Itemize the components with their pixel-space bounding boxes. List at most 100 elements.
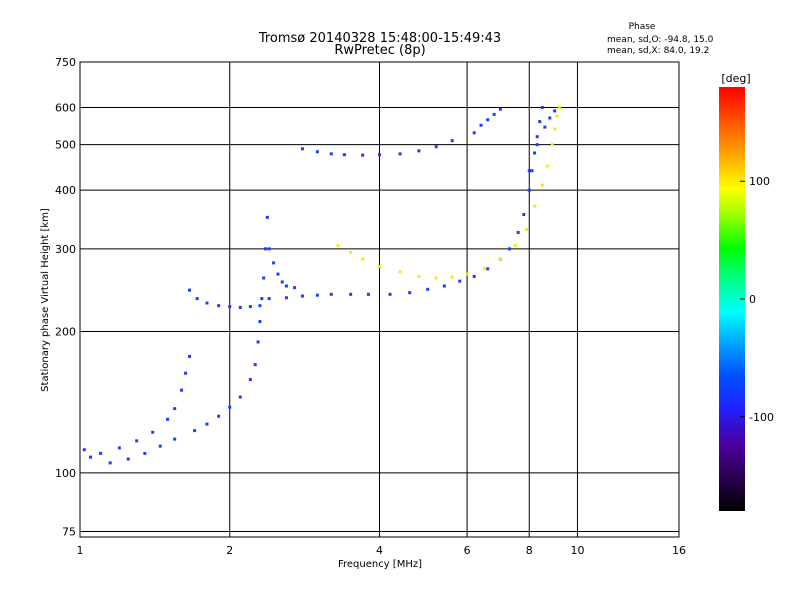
data-points xyxy=(82,105,561,465)
data-point-o-mode xyxy=(293,286,297,290)
data-point-o-mode xyxy=(315,150,319,154)
y-axis-ticks: 75 100 200 300 400 500 600 750 xyxy=(55,56,76,538)
data-point-o-mode xyxy=(472,131,476,135)
data-point-o-mode xyxy=(276,272,280,276)
x-tick-label: 1 xyxy=(77,544,84,557)
data-point-o-mode xyxy=(349,292,353,296)
data-point-o-mode xyxy=(442,284,446,288)
data-point-o-mode xyxy=(89,455,93,459)
data-point-o-mode xyxy=(329,152,333,156)
data-point-o-mode xyxy=(187,354,191,358)
data-point-o-mode xyxy=(228,305,232,309)
data-point-x-mode xyxy=(450,275,454,279)
data-point-o-mode xyxy=(265,215,269,219)
data-point-o-mode xyxy=(527,188,531,192)
data-point-o-mode xyxy=(173,437,177,441)
data-point-o-mode xyxy=(99,451,103,455)
data-point-x-mode xyxy=(336,243,340,247)
data-point-o-mode xyxy=(262,276,266,280)
data-point-o-mode xyxy=(527,169,531,173)
data-point-x-mode xyxy=(533,204,537,208)
data-point-o-mode xyxy=(342,153,346,157)
data-point-o-mode xyxy=(329,292,333,296)
data-point-o-mode xyxy=(267,247,271,251)
colorbar-tick-label: -100 xyxy=(749,411,774,424)
data-point-o-mode xyxy=(507,247,511,251)
colorbar-tick-label: 100 xyxy=(749,175,770,188)
data-point-o-mode xyxy=(256,340,260,344)
phase-stats: Phase mean, sd,O: -94.8, 15.0 mean, sd,X… xyxy=(607,22,714,56)
y-axis-label: Stationary phase Virtual Height [km] xyxy=(40,208,51,392)
y-tick-label: 600 xyxy=(55,101,76,114)
data-point-x-mode xyxy=(378,265,381,269)
phase-stats-o-line: mean, sd,O: -94.8, 15.0 xyxy=(607,35,714,45)
data-point-o-mode xyxy=(158,444,162,448)
data-point-o-mode xyxy=(361,153,365,157)
colorbar-label: [deg] xyxy=(721,72,750,85)
data-point-o-mode xyxy=(498,107,502,111)
x-tick-label: 4 xyxy=(376,544,383,557)
data-point-o-mode xyxy=(535,143,539,147)
data-point-o-mode xyxy=(486,267,490,271)
data-point-o-mode xyxy=(366,292,370,296)
data-point-o-mode xyxy=(205,301,209,305)
data-point-o-mode xyxy=(516,231,520,235)
data-point-o-mode xyxy=(193,429,197,433)
y-tick-label: 500 xyxy=(55,139,76,152)
data-point-o-mode xyxy=(180,388,184,392)
data-point-o-mode xyxy=(434,145,438,149)
data-point-o-mode xyxy=(388,292,392,296)
data-point-o-mode xyxy=(260,297,264,301)
y-tick-label: 200 xyxy=(55,326,76,339)
data-point-o-mode xyxy=(264,247,268,251)
data-point-o-mode xyxy=(135,439,139,443)
data-point-o-mode xyxy=(108,461,112,465)
data-point-x-mode xyxy=(482,267,486,271)
data-point-o-mode xyxy=(315,293,319,297)
data-point-o-mode xyxy=(426,287,430,291)
x-tick-label: 16 xyxy=(672,544,686,557)
data-point-o-mode xyxy=(82,448,86,452)
data-point-o-mode xyxy=(535,135,539,139)
y-tick-label: 300 xyxy=(55,243,76,256)
data-point-o-mode xyxy=(417,149,421,153)
data-point-o-mode xyxy=(258,320,262,324)
data-point-o-mode xyxy=(540,105,544,109)
data-point-o-mode xyxy=(187,288,191,292)
data-point-o-mode xyxy=(173,407,177,411)
data-point-o-mode xyxy=(553,109,557,113)
data-point-o-mode xyxy=(248,305,252,309)
data-point-o-mode xyxy=(117,446,121,450)
data-point-o-mode xyxy=(533,151,537,155)
x-axis-ticks: 1 2 4 6 8 10 16 xyxy=(77,544,687,557)
grid-lines xyxy=(79,61,680,537)
data-point-o-mode xyxy=(248,378,252,382)
data-point-x-mode xyxy=(553,127,557,131)
chart-subtitle: RwPretec (8p) xyxy=(334,43,425,58)
data-point-x-mode xyxy=(465,272,469,276)
data-point-o-mode xyxy=(300,147,304,151)
chart-title: Tromsø 20140328 15:48:00-15:49:43 xyxy=(258,31,501,46)
data-point-o-mode xyxy=(166,417,170,421)
data-point-x-mode xyxy=(434,276,438,280)
data-point-x-mode xyxy=(361,257,365,261)
data-point-o-mode xyxy=(238,395,242,399)
data-point-o-mode xyxy=(228,405,232,409)
data-point-o-mode xyxy=(530,169,534,173)
x-tick-label: 6 xyxy=(464,544,471,557)
data-point-x-mode xyxy=(550,143,554,147)
data-point-o-mode xyxy=(543,125,547,129)
x-tick-label: 2 xyxy=(226,544,233,557)
y-tick-label: 400 xyxy=(55,184,76,197)
data-point-o-mode xyxy=(398,152,402,156)
x-tick-label: 8 xyxy=(526,544,533,557)
data-point-o-mode xyxy=(258,304,262,308)
data-point-o-mode xyxy=(272,261,276,265)
data-point-o-mode xyxy=(126,457,130,461)
data-point-o-mode xyxy=(548,116,552,120)
data-point-o-mode xyxy=(450,139,454,143)
data-point-o-mode xyxy=(538,120,542,124)
data-point-x-mode xyxy=(417,274,421,278)
y-tick-label: 75 xyxy=(62,525,76,538)
data-point-o-mode xyxy=(479,123,483,127)
